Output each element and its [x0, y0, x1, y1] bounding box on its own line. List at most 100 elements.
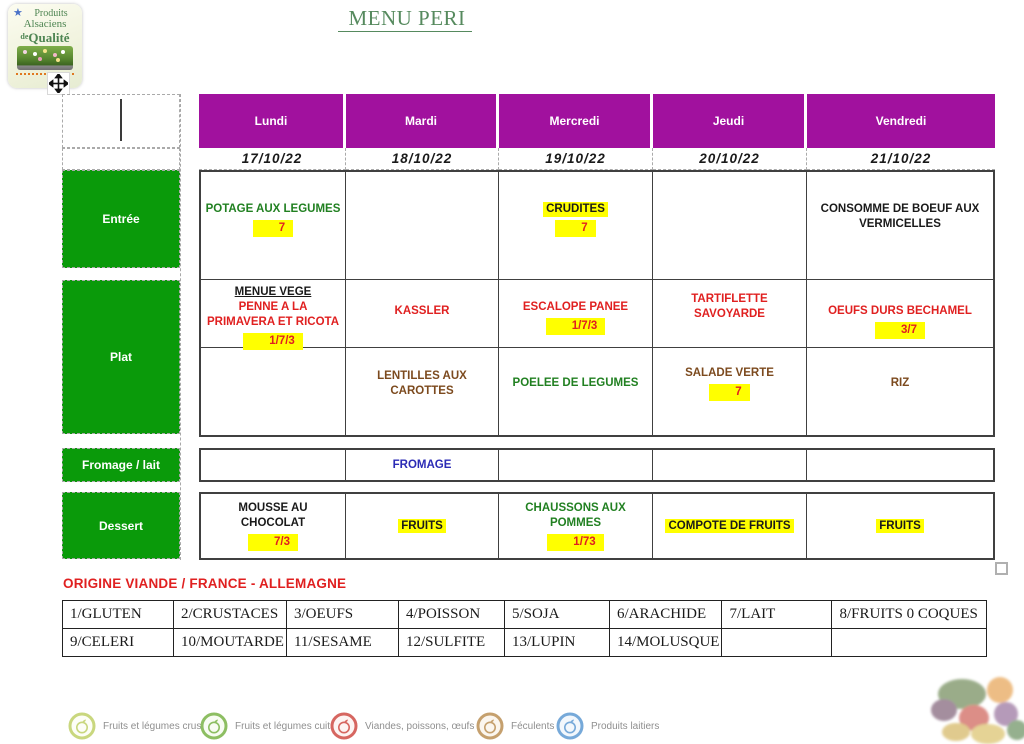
allergen-cell[interactable]: 3/OEUFS: [285, 600, 399, 629]
allergen-badge: 7: [555, 219, 596, 237]
allergen-cell[interactable]: [721, 628, 833, 657]
date-cell-mercredi[interactable]: 19/10/22: [499, 148, 653, 170]
row-header-fromage[interactable]: Fromage / lait: [62, 448, 180, 482]
selection-handle[interactable]: [995, 562, 1008, 575]
row-header-dessert[interactable]: Dessert: [62, 492, 180, 559]
allergen-cell[interactable]: 1/GLUTEN: [62, 600, 174, 629]
dessert-row: MOUSSE AU CHOCOLAT 7/3 FRUITS CHAUSSONS …: [201, 494, 993, 558]
allergen-cell[interactable]: 4/POISSON: [397, 600, 505, 629]
menu-cell-entree-jeudi[interactable]: [653, 172, 807, 279]
menu-cell-fromage-jeudi[interactable]: [653, 450, 807, 480]
menu-cell-entree-lundi[interactable]: POTAGE AUX LEGUMES 7: [201, 172, 346, 279]
day-header-row: Lundi Mardi Mercredi Jeudi Vendredi: [199, 94, 995, 148]
allergen-badge: 1/73: [547, 533, 604, 551]
allergen-cell[interactable]: 11/SESAME: [285, 628, 399, 657]
menu-cell-plat2-mercredi[interactable]: POELEE DE LEGUMES: [499, 348, 653, 435]
entree-plat-table: POTAGE AUX LEGUMES 7 CRUDITES 7 CONSOMME…: [199, 170, 995, 437]
plat-row-1: MENUE VEGE PENNE A LA PRIMAVERA ET RICOT…: [201, 280, 993, 350]
fromage-row: FROMAGE: [201, 450, 993, 480]
viandes-poissons-oeufs-icon: [330, 712, 358, 740]
day-header-vendredi[interactable]: Vendredi: [807, 94, 995, 148]
date-cell-vendredi[interactable]: 21/10/22: [807, 148, 995, 170]
star-icon: ★: [13, 7, 23, 19]
menu-cell-fromage-vendredi[interactable]: [807, 450, 993, 480]
text-cursor-mark: [120, 99, 122, 141]
menu-cell-dessert-vendredi[interactable]: FRUITS: [807, 494, 993, 558]
weekly-menu-grid: Lundi Mardi Mercredi Jeudi Vendredi 17/1…: [199, 94, 995, 560]
menu-cell-dessert-mardi[interactable]: FRUITS: [346, 494, 499, 558]
plat-row-2: LENTILLES AUX CAROTTES POELEE DE LEGUMES…: [201, 348, 993, 435]
menu-cell-plat2-vendredi[interactable]: RIZ: [890, 377, 910, 390]
menu-cell-dessert-mercredi[interactable]: CHAUSSONS AUX POMMES 1/73: [499, 494, 653, 558]
logo-tagline-text: [16, 73, 74, 75]
allergen-badge: 7: [252, 219, 294, 237]
legend-item-fruits-crus: Fruits et légumes crus: [68, 712, 201, 740]
date-cell-lundi[interactable]: 17/10/22: [199, 148, 346, 170]
legend-item-feculents: Féculents: [476, 712, 554, 740]
menu-cell-entree-mardi[interactable]: [346, 172, 499, 279]
allergen-badge: 1/7/3: [545, 317, 606, 335]
allergen-row-1: 1/GLUTEN 2/CRUSTACES 3/OEUFS 4/POISSON 5…: [62, 600, 988, 629]
allergen-cell[interactable]: 2/CRUSTACES: [173, 600, 287, 629]
legend-item-viandes: Viandes, poissons, œufs: [330, 712, 474, 740]
menu-cell-entree-vendredi[interactable]: CONSOMME DE BOEUF AUX VERMICELLES: [820, 203, 980, 230]
move-cursor-icon[interactable]: [47, 72, 70, 95]
date-cell-mardi[interactable]: 18/10/22: [346, 148, 499, 170]
empty-gutter-cell[interactable]: [62, 148, 180, 170]
legend-item-fruits-cuits: Fruits et légumes cuits: [200, 712, 335, 740]
entree-row: POTAGE AUX LEGUMES 7 CRUDITES 7 CONSOMME…: [201, 172, 993, 280]
menu-cell-plat2-jeudi[interactable]: SALADE VERTE 7: [653, 348, 807, 435]
fruits-cuits-icon: [200, 712, 228, 740]
menu-cell-plat1-mardi[interactable]: KASSLER: [346, 280, 499, 347]
allergen-cell[interactable]: 12/SULFITE: [397, 628, 505, 657]
page-title[interactable]: MENU PERI: [330, 6, 480, 32]
day-header-mercredi[interactable]: Mercredi: [499, 94, 653, 148]
menu-cell-plat1-lundi[interactable]: MENUE VEGE PENNE A LA PRIMAVERA ET RICOT…: [201, 280, 346, 350]
logo-brand-line: deQualité: [20, 30, 70, 45]
quality-products-logo[interactable]: ★ Produits Alsaciens deQualité: [8, 4, 82, 88]
menu-cell-fromage-mercredi[interactable]: [499, 450, 653, 480]
allergen-cell[interactable]: 8/FRUITS 0 COQUES: [831, 600, 988, 629]
row-header-entree[interactable]: Entrée: [62, 170, 180, 268]
date-row: 17/10/22 18/10/22 19/10/22 20/10/22 21/1…: [199, 148, 995, 170]
menu-cell-plat1-jeudi[interactable]: TARTIFLETTE SAVOYARDE: [653, 280, 807, 347]
day-header-lundi[interactable]: Lundi: [199, 94, 346, 148]
menu-cell-plat1-mercredi[interactable]: ESCALOPE PANEE 1/7/3: [499, 280, 653, 347]
menu-cell-dessert-lundi[interactable]: MOUSSE AU CHOCOLAT 7/3: [201, 494, 346, 558]
allergen-cell[interactable]: 7/LAIT: [721, 600, 833, 629]
produits-laitiers-icon: [556, 712, 584, 740]
feculents-icon: [476, 712, 504, 740]
allergen-cell[interactable]: 13/LUPIN: [503, 628, 610, 657]
date-cell-jeudi[interactable]: 20/10/22: [653, 148, 807, 170]
day-header-jeudi[interactable]: Jeudi: [653, 94, 807, 148]
allergen-badge: 3/7: [875, 321, 925, 339]
logo-brand-line: Alsaciens: [23, 18, 67, 30]
allergen-cell[interactable]: 9/CELERI: [62, 628, 174, 657]
fruit-vegetable-image: [931, 677, 1024, 744]
menu-cell-fromage-lundi[interactable]: [201, 450, 346, 480]
allergen-badge: 1/7/3: [243, 332, 303, 350]
logo-garden-image: [17, 46, 73, 70]
allergen-cell[interactable]: 5/SOJA: [503, 600, 610, 629]
allergen-badge: 7: [709, 384, 750, 401]
origin-note: ORIGINE VIANDE / FRANCE - ALLEMAGNE: [63, 576, 347, 591]
logo-brand-line: Produits: [34, 8, 68, 19]
legend-item-laitiers: Produits laitiers: [556, 712, 659, 740]
menu-cell-plat2-lundi[interactable]: [201, 348, 346, 435]
menu-cell-plat1-vendredi[interactable]: OEUFS DURS BECHAMEL 3/7: [807, 280, 993, 347]
menu-cell-plat2-mardi[interactable]: LENTILLES AUX CAROTTES: [346, 348, 499, 435]
menu-cell-dessert-jeudi[interactable]: COMPOTE DE FRUITS: [653, 494, 807, 558]
allergen-cell[interactable]: 6/ARACHIDE: [608, 600, 723, 629]
allergen-table: 1/GLUTEN 2/CRUSTACES 3/OEUFS 4/POISSON 5…: [62, 600, 988, 657]
allergen-cell[interactable]: 14/MOLUSQUE: [608, 628, 723, 657]
dessert-table: MOUSSE AU CHOCOLAT 7/3 FRUITS CHAUSSONS …: [199, 492, 995, 560]
menu-cell-entree-mercredi[interactable]: CRUDITES 7: [499, 172, 653, 279]
allergen-cell[interactable]: [831, 628, 988, 657]
menu-cell-fromage-mardi[interactable]: FROMAGE: [346, 450, 499, 480]
fruits-crus-icon: [68, 712, 96, 740]
row-header-plat[interactable]: Plat: [62, 280, 180, 434]
day-header-mardi[interactable]: Mardi: [346, 94, 499, 148]
allergen-badge: 7/3: [248, 533, 298, 551]
allergen-cell[interactable]: 10/MOUTARDE: [173, 628, 287, 657]
